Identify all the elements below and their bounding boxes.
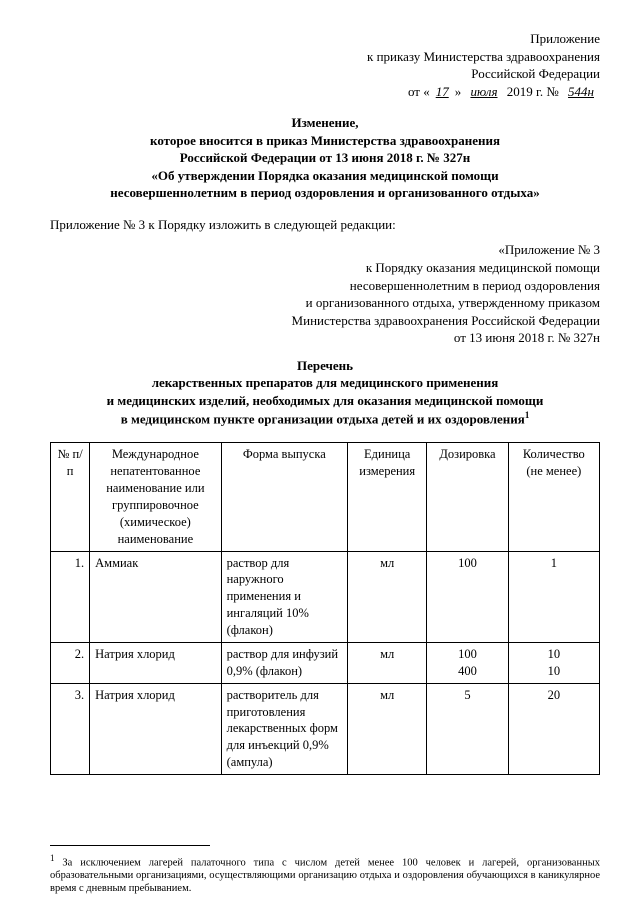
footnote-rule bbox=[50, 845, 210, 846]
header-line-4: от «17» июля 2019 г. № 544н bbox=[50, 83, 600, 101]
cell-n: 1. bbox=[51, 551, 90, 642]
footnote-ref: 1 bbox=[525, 410, 530, 420]
cell-unit: мл bbox=[348, 642, 427, 683]
header-line-1: Приложение bbox=[50, 30, 600, 48]
cell-name: Аммиак bbox=[90, 551, 221, 642]
table-row: 1. Аммиак раствор для наружного применен… bbox=[51, 551, 600, 642]
annex-line-2: к Порядку оказания медицинской помощи bbox=[50, 259, 600, 277]
col-number: № п/п bbox=[51, 443, 90, 551]
col-unit: Единица измерения bbox=[348, 443, 427, 551]
cell-name: Натрия хлорид bbox=[90, 683, 221, 774]
list-title-4: в медицинском пункте организации отдыха … bbox=[50, 409, 600, 428]
hand-order-no: 544н bbox=[562, 84, 600, 99]
document-page: Приложение к приказу Министерства здраво… bbox=[0, 0, 640, 915]
table-row: 3. Натрия хлорид растворитель для пригот… bbox=[51, 683, 600, 774]
header-line-3: Российской Федерации bbox=[50, 65, 600, 83]
intro-paragraph: Приложение № 3 к Порядку изложить в след… bbox=[50, 216, 600, 234]
title-line-2: которое вносится в приказ Министерства з… bbox=[50, 132, 600, 150]
list-title-3: и медицинских изделий, необходимых для о… bbox=[50, 392, 600, 410]
col-form: Форма выпуска bbox=[221, 443, 347, 551]
main-title: Изменение, которое вносится в приказ Мин… bbox=[50, 114, 600, 202]
mid1: » bbox=[455, 84, 465, 99]
cell-dose: 100 bbox=[427, 551, 508, 642]
list-title: Перечень лекарственных препаратов для ме… bbox=[50, 357, 600, 429]
footnote-body: За исключением лагерей палаточного типа … bbox=[50, 857, 600, 894]
cell-qty: 1 bbox=[508, 551, 599, 642]
table-body: 1. Аммиак раствор для наружного применен… bbox=[51, 551, 600, 775]
hand-month: июля bbox=[464, 84, 503, 99]
annex-block: «Приложение № 3 к Порядку оказания медиц… bbox=[50, 241, 600, 346]
cell-form: растворитель для приготовления лекарстве… bbox=[221, 683, 347, 774]
col-dose: Дозировка bbox=[427, 443, 508, 551]
cell-form: раствор для наружного применения и ингал… bbox=[221, 551, 347, 642]
header-block: Приложение к приказу Министерства здраво… bbox=[50, 30, 600, 100]
cell-unit: мл bbox=[348, 551, 427, 642]
title-line-3: Российской Федерации от 13 июня 2018 г. … bbox=[50, 149, 600, 167]
title-line-4: «Об утверждении Порядка оказания медицин… bbox=[50, 167, 600, 185]
from-prefix: от « bbox=[408, 84, 430, 99]
cell-dose: 5 bbox=[427, 683, 508, 774]
cell-unit: мл bbox=[348, 683, 427, 774]
annex-line-4: и организованного отдыха, утвержденному … bbox=[50, 294, 600, 312]
drug-table: № п/п Международное непатентованное наим… bbox=[50, 442, 600, 775]
footnote-marker: 1 bbox=[50, 853, 55, 863]
annex-line-6: от 13 июня 2018 г. № 327н bbox=[50, 329, 600, 347]
annex-line-5: Министерства здравоохранения Российской … bbox=[50, 312, 600, 330]
title-line-1: Изменение, bbox=[50, 114, 600, 132]
col-name: Международное непатентованное наименован… bbox=[90, 443, 221, 551]
cell-n: 2. bbox=[51, 642, 90, 683]
annex-line-1: «Приложение № 3 bbox=[50, 241, 600, 259]
table-header-row: № п/п Международное непатентованное наим… bbox=[51, 443, 600, 551]
cell-qty: 20 bbox=[508, 683, 599, 774]
col-qty: Количество (не менее) bbox=[508, 443, 599, 551]
footnote-text: 1 За исключением лагерей палаточного тип… bbox=[50, 853, 600, 896]
cell-qty: 1010 bbox=[508, 642, 599, 683]
cell-name: Натрия хлорид bbox=[90, 642, 221, 683]
list-title-1: Перечень bbox=[50, 357, 600, 375]
table-row: 2. Натрия хлорид раствор для инфузий 0,9… bbox=[51, 642, 600, 683]
title-line-5: несовершеннолетним в период оздоровления… bbox=[50, 184, 600, 202]
annex-line-3: несовершеннолетним в период оздоровления bbox=[50, 277, 600, 295]
cell-n: 3. bbox=[51, 683, 90, 774]
cell-form: раствор для инфузий 0,9% (флакон) bbox=[221, 642, 347, 683]
cell-dose: 100400 bbox=[427, 642, 508, 683]
mid2: 2019 г. № bbox=[504, 84, 563, 99]
header-line-2: к приказу Министерства здравоохранения bbox=[50, 48, 600, 66]
list-title-2: лекарственных препаратов для медицинског… bbox=[50, 374, 600, 392]
hand-day: 17 bbox=[430, 84, 455, 99]
